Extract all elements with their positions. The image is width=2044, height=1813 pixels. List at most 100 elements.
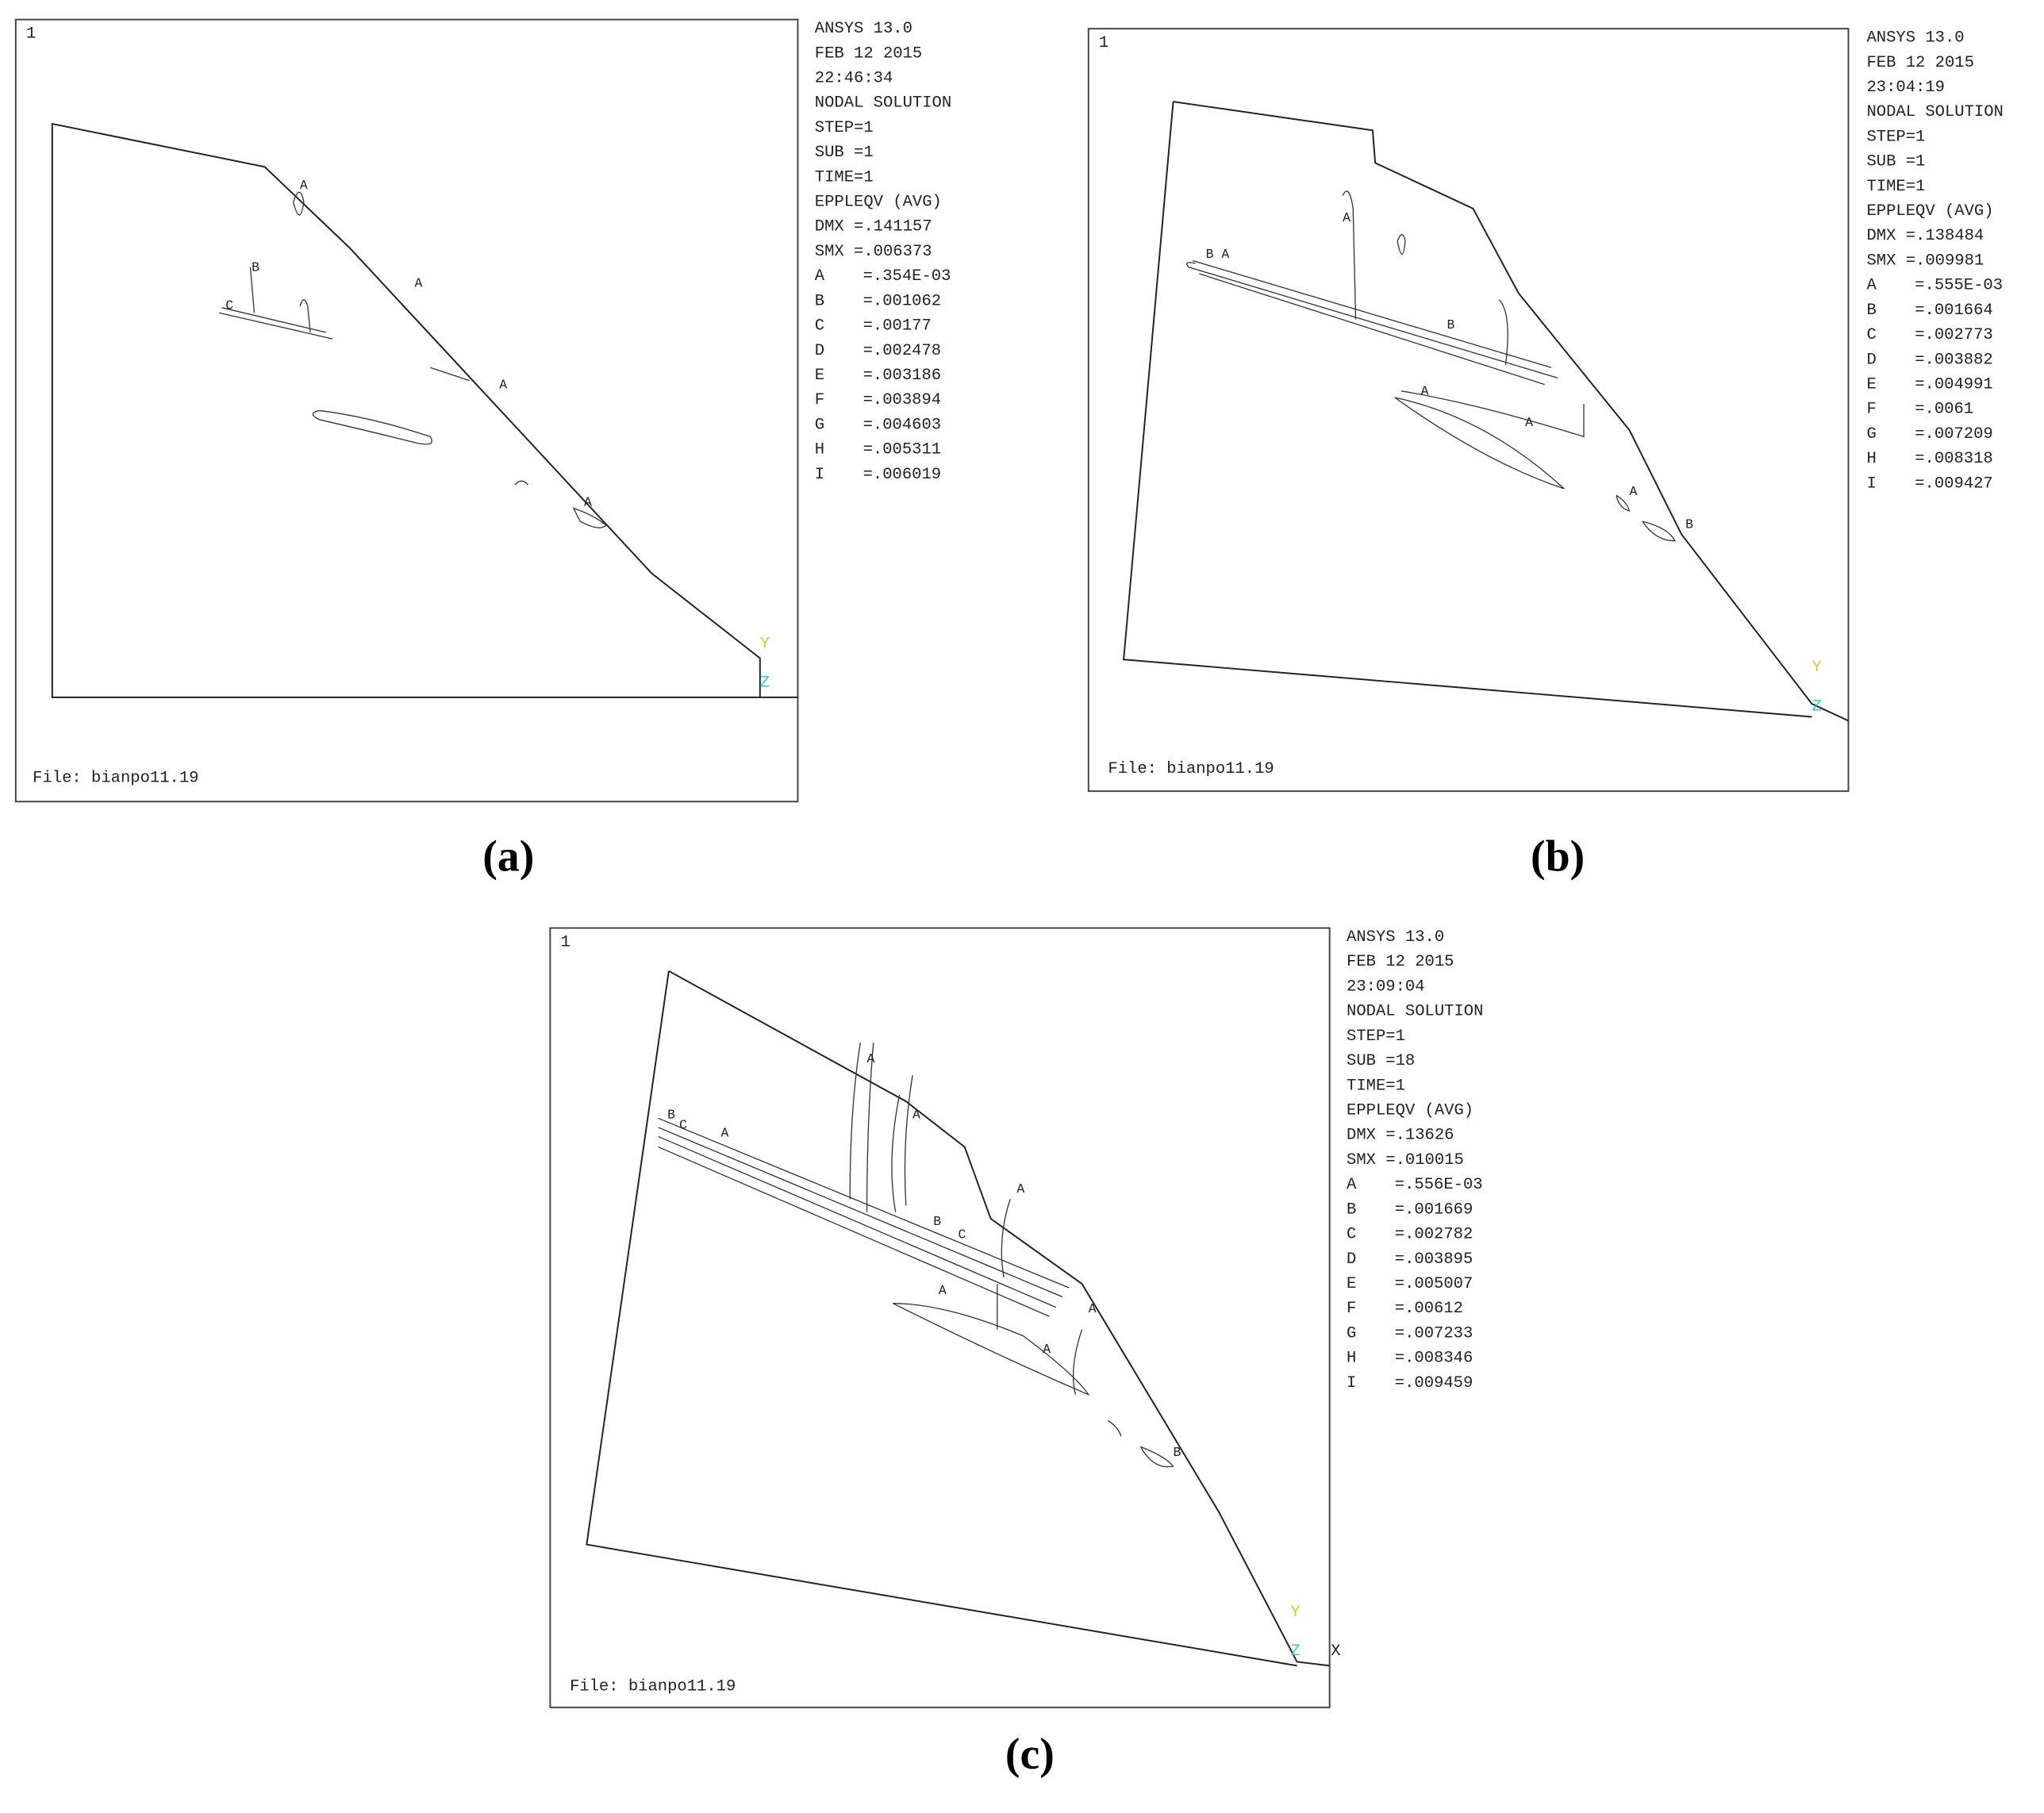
legend-key: C <box>1866 326 1876 344</box>
contour-label: B <box>667 1107 675 1122</box>
legend-value: =.00177 <box>863 317 932 336</box>
contour-label: A <box>499 378 507 393</box>
legend-value: =.004603 <box>863 416 942 434</box>
contour-label: C <box>679 1118 687 1133</box>
legend-key: B <box>1347 1200 1356 1219</box>
legend-value: =.0061 <box>1915 401 1973 419</box>
info-line: 23:09:04 <box>1347 978 1425 996</box>
contour-label: A <box>1221 247 1229 262</box>
panel: 1 ANSYS 13.0 FEB 12 2015 23:04:19 NODAL SOLU… <box>1087 28 2004 881</box>
contour-label: A <box>300 178 308 193</box>
contour-label: A <box>1016 1181 1024 1197</box>
caption: (a) <box>482 832 534 881</box>
legend-key: F <box>1347 1300 1356 1318</box>
info-line: DMX =.141157 <box>815 218 932 236</box>
info-line: ANSYS 13.0 <box>815 20 912 38</box>
axis-label: Z <box>1812 697 1821 716</box>
legend-value: =.001669 <box>1395 1200 1473 1219</box>
plot-frame <box>14 18 799 803</box>
caption: (c) <box>1005 1730 1055 1779</box>
axis-label: Y <box>1812 659 1821 677</box>
contour-label: A <box>1421 384 1429 399</box>
legend-key: D <box>815 342 824 360</box>
info-line: SMX =.009981 <box>1866 252 1984 270</box>
legend-value: =.00612 <box>1395 1300 1463 1318</box>
legend-value: =.008318 <box>1915 450 1993 468</box>
legend-key: H <box>1866 450 1876 468</box>
model-outline <box>1123 101 1849 722</box>
legend-value: =.556E-03 <box>1395 1176 1483 1194</box>
legend-value: =.354E-03 <box>863 267 951 286</box>
legend-key: G <box>1866 425 1876 444</box>
contour-lines <box>658 1043 1174 1468</box>
legend-key: E <box>815 367 824 385</box>
info-line: EPPLEQV (AVG) <box>815 194 942 212</box>
legend-key: F <box>815 391 824 409</box>
legend-key: B <box>815 292 824 310</box>
contour-label: A <box>1525 415 1533 430</box>
contour-label: A <box>415 275 423 290</box>
file-name: File: bianpo11.19 <box>570 1678 736 1696</box>
plot-frame <box>1087 28 1850 793</box>
contour-label: A <box>1343 210 1350 225</box>
info-line: ANSYS 13.0 <box>1347 928 1444 947</box>
info-line: TIME=1 <box>815 168 874 186</box>
contour-label: A <box>584 494 592 509</box>
contour-label: A <box>1629 484 1637 499</box>
info-line: STEP=1 <box>1347 1027 1405 1046</box>
info-line: NODAL SOLUTION <box>1347 1003 1483 1021</box>
info-line: NODAL SOLUTION <box>815 94 951 113</box>
info-line: FEB 12 2015 <box>1347 953 1454 971</box>
legend-key: D <box>1347 1250 1356 1269</box>
axis-label: Y <box>760 635 770 653</box>
info-line: SUB =1 <box>1866 153 1925 171</box>
info-line: FEB 12 2015 <box>1866 54 1973 72</box>
info-line: DMX =.13626 <box>1347 1127 1454 1145</box>
legend-value: =.003894 <box>863 391 942 409</box>
model-outline <box>586 970 1330 1667</box>
contour-label: A <box>721 1125 729 1140</box>
window-number: 1 <box>1099 34 1108 52</box>
legend-key: H <box>815 441 824 459</box>
contour-label: A <box>939 1283 947 1298</box>
info-line: SUB =18 <box>1347 1052 1415 1070</box>
axis-label: Z <box>760 674 770 693</box>
legend-key: I <box>1866 474 1876 493</box>
info-line: SMX =.006373 <box>815 243 932 261</box>
info-line: EPPLEQV (AVG) <box>1866 202 1993 221</box>
legend-value: =.009427 <box>1915 474 1993 493</box>
legend-key: B <box>1866 302 1876 320</box>
legend-key: C <box>815 317 824 336</box>
axis-label: X <box>1331 1642 1340 1661</box>
contour-label: B <box>1447 317 1455 332</box>
legend-value: =.008346 <box>1395 1350 1473 1368</box>
legend-key: D <box>1866 351 1876 369</box>
legend-value: =.003186 <box>863 367 942 385</box>
legend-key: G <box>1347 1324 1356 1342</box>
panel: 1 ANSYS 13.0 FEB 12 2015 23:09:04 NODAL SOLU… <box>549 927 1483 1779</box>
contour-label: B <box>1685 517 1693 532</box>
legend-key: H <box>1347 1350 1356 1368</box>
info-line: SUB =1 <box>815 144 874 162</box>
model-outline <box>51 122 798 698</box>
legend-key: I <box>815 466 824 484</box>
info-line: TIME=1 <box>1347 1077 1405 1095</box>
legend-value: =.001062 <box>863 292 942 310</box>
contour-label: B <box>1206 247 1214 262</box>
info-line: 22:46:34 <box>815 69 893 87</box>
info-line: SMX =.010015 <box>1347 1151 1464 1170</box>
window-number: 1 <box>26 25 36 44</box>
file-name: File: bianpo11.19 <box>33 770 198 788</box>
contour-lines <box>1185 190 1677 542</box>
contour-label: B <box>1174 1445 1181 1460</box>
file-name: File: bianpo11.19 <box>1108 760 1274 778</box>
contour-label: A <box>1043 1342 1051 1357</box>
info-line: ANSYS 13.0 <box>1866 29 1964 48</box>
legend-value: =.001664 <box>1915 302 1993 320</box>
info-line: EPPLEQV (AVG) <box>1347 1102 1473 1120</box>
legend-value: =.003882 <box>1915 351 1993 369</box>
contour-lines <box>218 191 607 528</box>
legend-value: =.002478 <box>863 342 942 360</box>
plot-frame <box>549 927 1331 1708</box>
legend-value: =.555E-03 <box>1915 277 2003 295</box>
